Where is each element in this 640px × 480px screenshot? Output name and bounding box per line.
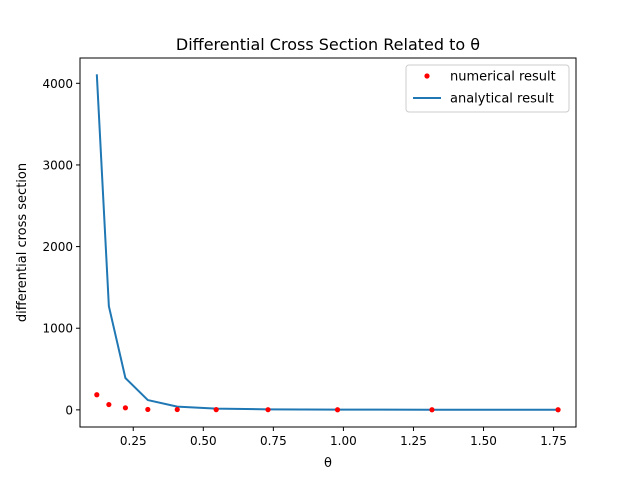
x-tick-label: 1.75 — [540, 434, 567, 448]
data-point-numerical — [555, 407, 561, 413]
data-point-numerical — [106, 401, 112, 408]
legend: numerical result analytical result — [405, 64, 570, 113]
y-tick-label: 1000 — [42, 322, 73, 336]
legend-marker-numerical — [424, 73, 430, 79]
legend-label-analytical: analytical result — [450, 92, 554, 107]
x-tick-label: 0.75 — [260, 434, 287, 448]
legend-label-numerical: numerical result — [450, 70, 556, 85]
series-line-analytical — [95, 74, 559, 411]
data-point-numerical — [265, 407, 271, 413]
y-tick-label: 3000 — [42, 158, 73, 172]
y-axis: 0 1000 2000 3000 4000 — [42, 77, 80, 417]
data-point-numerical — [429, 407, 435, 413]
data-point-numerical — [213, 407, 219, 413]
legend-box — [405, 64, 570, 113]
chart-title: Differential Cross Section Related to θ — [176, 35, 480, 54]
data-point-numerical — [174, 406, 180, 413]
x-axis-label: θ — [324, 456, 332, 471]
x-tick-label: 0.50 — [190, 434, 217, 448]
y-tick-label: 0 — [65, 403, 73, 417]
data-marks — [94, 74, 561, 413]
x-tick-label: 0.25 — [120, 434, 147, 448]
data-point-numerical — [334, 407, 341, 413]
y-tick-label: 2000 — [42, 240, 73, 254]
x-axis: 0.25 0.50 0.75 1.00 1.25 1.50 1.75 — [120, 427, 567, 448]
x-tick-label: 1.50 — [470, 434, 497, 448]
data-point-numerical — [145, 406, 151, 413]
data-point-numerical — [94, 392, 100, 398]
x-tick-label: 1.25 — [400, 434, 427, 448]
y-axis-label: differential cross section — [15, 163, 30, 322]
y-tick-label: 4000 — [42, 77, 73, 91]
plot-frame — [79, 57, 577, 428]
x-tick-label: 1.00 — [330, 434, 357, 448]
data-point-numerical — [122, 405, 128, 411]
